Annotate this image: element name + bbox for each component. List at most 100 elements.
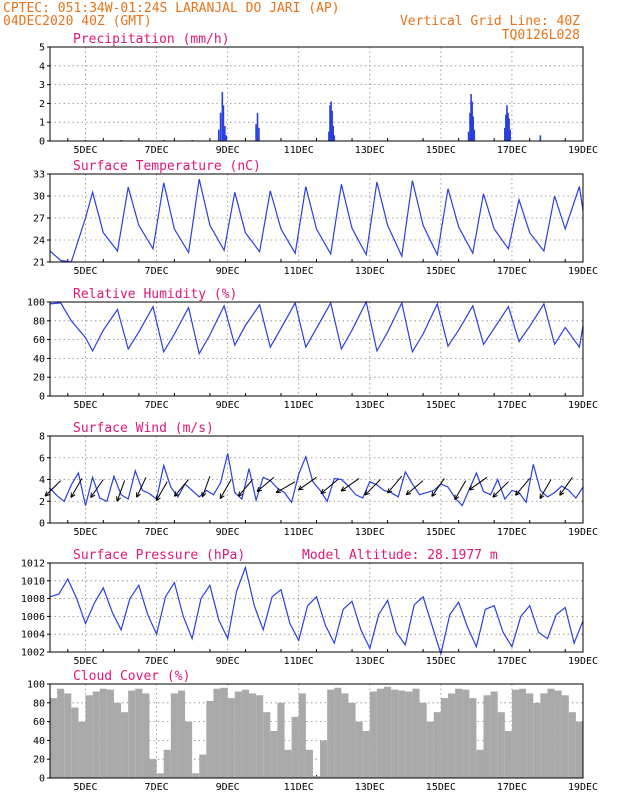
precip-bar (225, 135, 228, 141)
wind-arrow-head (155, 497, 161, 502)
wind-ytick-label: 2 (39, 497, 45, 508)
wind-frame (49, 435, 584, 524)
pres-xtick-label: 7DEC (145, 656, 169, 667)
cloud-bar (199, 754, 207, 778)
wind-arrow-head (320, 491, 326, 495)
wind-arrow-shaft (90, 479, 104, 498)
cloud-bar (384, 686, 392, 778)
wind-arrow-head (515, 492, 521, 496)
wind-arrow-head (238, 493, 244, 497)
cloud-bar (206, 700, 214, 778)
wind-xtick-label: 17DEC (497, 527, 527, 538)
wind-arrow-shaft (387, 475, 403, 494)
cloud-xtick-label: 9DEC (216, 782, 240, 793)
pres-xtick-label: 19DEC (568, 656, 598, 667)
rh-title: Relative Humidity (%) (73, 287, 237, 302)
wind-arrow-shaft (201, 476, 211, 498)
cloud-bar (177, 690, 186, 778)
pres-series-line (49, 565, 584, 657)
cloud-bar (369, 691, 377, 778)
wind-arrow-head (201, 491, 203, 497)
rh-ytick-label: 60 (33, 335, 45, 346)
cloud-bar (405, 691, 413, 778)
cloud-bar (362, 731, 370, 778)
cloud-bar (270, 731, 278, 778)
wind-arrow-shaft (468, 476, 488, 491)
wind-arrow-head (202, 493, 207, 498)
wind-arrow-head (173, 491, 177, 497)
cloud-ytick-label: 60 (33, 717, 45, 728)
wind-arrow-shaft (219, 479, 232, 499)
header-model-id: TQ0126L028 (502, 28, 580, 43)
cloud-bar (248, 693, 257, 778)
cloud-bar (440, 698, 448, 778)
precip-bar (258, 127, 260, 141)
rh-xtick-label: 13DEC (355, 400, 385, 411)
cloud-bar (547, 688, 555, 778)
precip-bar (506, 105, 508, 141)
cloud-bar (192, 773, 200, 778)
cloud-title: Cloud Cover (%) (73, 669, 190, 684)
temp-ytick-label: 24 (33, 236, 45, 247)
wind-arrow-shaft (320, 479, 339, 495)
precip-bar (472, 116, 475, 141)
rh-xtick-label: 19DEC (568, 400, 598, 411)
precip-ytick-label: 1 (39, 118, 45, 129)
precip-ytick-label: 0 (39, 137, 45, 148)
cloud-ytick-label: 80 (33, 698, 45, 709)
precip-bar (469, 112, 471, 141)
wind-ytick-label: 8 (39, 432, 45, 443)
rh-series-line (49, 300, 584, 356)
wind-arrow-head (387, 490, 393, 494)
cloud-bar (511, 689, 520, 778)
precip-xtick-label: 15DEC (426, 145, 456, 156)
wind-arrow-head (320, 488, 324, 494)
pres-xtick-label: 17DEC (497, 656, 527, 667)
precip-xtick-label: 11DEC (284, 145, 314, 156)
precip-bar (473, 129, 476, 141)
cloud-bar (50, 698, 58, 778)
cloud-bar (241, 689, 249, 778)
wind-arrow-head (405, 489, 409, 495)
precip-bar (221, 92, 224, 141)
precip-xtick-label: 9DEC (216, 145, 240, 156)
precip-bar (471, 101, 473, 141)
precip-bar (332, 125, 335, 141)
pres-ytick-label: 1012 (21, 559, 45, 570)
wind-ytick-label: 6 (39, 453, 45, 464)
precip-xtick-label: 13DEC (355, 145, 385, 156)
temp-xtick-label: 15DEC (426, 266, 456, 277)
precip-ytick-label: 2 (39, 99, 45, 110)
wind-arrow-head (559, 492, 565, 496)
wind-arrow-head (431, 491, 434, 497)
cloud-xtick-label: 13DEC (355, 782, 385, 793)
wind-arrow-head (406, 493, 412, 496)
precip-bar (470, 94, 472, 141)
cloud-bar (312, 776, 321, 778)
temp-ytick-label: 30 (33, 192, 45, 203)
wind-arrow-head (468, 488, 475, 491)
cloud-bar (348, 702, 356, 778)
cloud-bar (327, 689, 335, 778)
wind-arrow-shaft (492, 481, 509, 498)
pres-ytick-label: 1010 (21, 576, 45, 587)
rh-xtick-label: 17DEC (497, 400, 527, 411)
cloud-bar (234, 691, 242, 778)
precip-bar (330, 101, 332, 141)
wind-arrow-head (387, 488, 390, 494)
cloud-bar (263, 712, 271, 778)
cloud-bar (341, 693, 349, 778)
precip-bar (328, 131, 330, 141)
rh-ytick-label: 0 (39, 392, 45, 403)
rh-ytick-label: 100 (27, 298, 45, 309)
cloud-bar (433, 712, 441, 778)
wind-arrow-shaft (340, 478, 360, 492)
rh-xtick-label: 15DEC (426, 400, 456, 411)
cloud-ytick-label: 100 (27, 680, 45, 691)
cloud-xtick-label: 5DEC (73, 782, 97, 793)
precip-bar (219, 112, 222, 141)
cloud-bar (227, 698, 235, 778)
cloud-xtick-label: 17DEC (497, 782, 527, 793)
cloud-bar (57, 688, 65, 778)
